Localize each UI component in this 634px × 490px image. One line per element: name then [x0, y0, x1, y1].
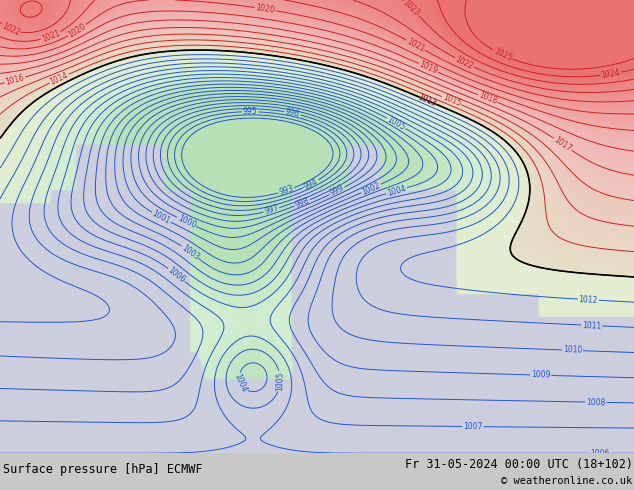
Text: 1002: 1002 [361, 180, 382, 196]
Text: 1001: 1001 [150, 209, 172, 226]
Text: 1016: 1016 [4, 73, 25, 87]
Text: 1012: 1012 [578, 294, 598, 305]
Text: 995: 995 [243, 107, 257, 116]
Text: 1018: 1018 [477, 91, 498, 106]
Text: 1020: 1020 [255, 3, 275, 15]
Text: 1021: 1021 [405, 37, 426, 54]
Text: 998: 998 [294, 196, 311, 210]
Text: 1004: 1004 [386, 184, 407, 197]
Text: 1023: 1023 [401, 0, 422, 18]
Text: 1003: 1003 [179, 243, 200, 262]
Text: 1000: 1000 [176, 214, 197, 230]
Text: 1008: 1008 [586, 397, 605, 407]
Text: 997: 997 [263, 204, 280, 216]
Text: 1025: 1025 [492, 47, 513, 63]
Text: 1007: 1007 [463, 422, 482, 431]
Text: 1014: 1014 [49, 71, 70, 87]
Text: 1020: 1020 [67, 22, 87, 39]
Text: 1013: 1013 [417, 93, 438, 108]
Text: 1010: 1010 [563, 345, 582, 355]
Text: 1011: 1011 [582, 320, 602, 330]
Text: Surface pressure [hPa] ECMWF: Surface pressure [hPa] ECMWF [3, 463, 203, 476]
Text: 1019: 1019 [418, 60, 439, 76]
Text: 1022: 1022 [0, 22, 21, 37]
Text: 1015: 1015 [441, 93, 462, 109]
Text: 1004: 1004 [233, 372, 249, 394]
Text: 1006: 1006 [166, 266, 187, 285]
Text: 1022: 1022 [454, 54, 475, 71]
Text: 1005: 1005 [385, 115, 407, 132]
Text: 993: 993 [278, 184, 295, 197]
Text: 1009: 1009 [531, 370, 550, 380]
Text: 1017: 1017 [552, 135, 573, 153]
Text: 996: 996 [285, 107, 301, 119]
Text: 1005: 1005 [275, 371, 285, 391]
Text: 994: 994 [302, 176, 320, 191]
Text: 1021: 1021 [40, 28, 61, 44]
Text: 1006: 1006 [590, 449, 610, 458]
Text: Fr 31-05-2024 00:00 UTC (18+102): Fr 31-05-2024 00:00 UTC (18+102) [404, 458, 633, 471]
Text: 1024: 1024 [600, 68, 621, 80]
Text: © weatheronline.co.uk: © weatheronline.co.uk [501, 476, 633, 486]
Text: 1013: 1013 [417, 93, 438, 108]
Text: 999: 999 [328, 184, 346, 198]
